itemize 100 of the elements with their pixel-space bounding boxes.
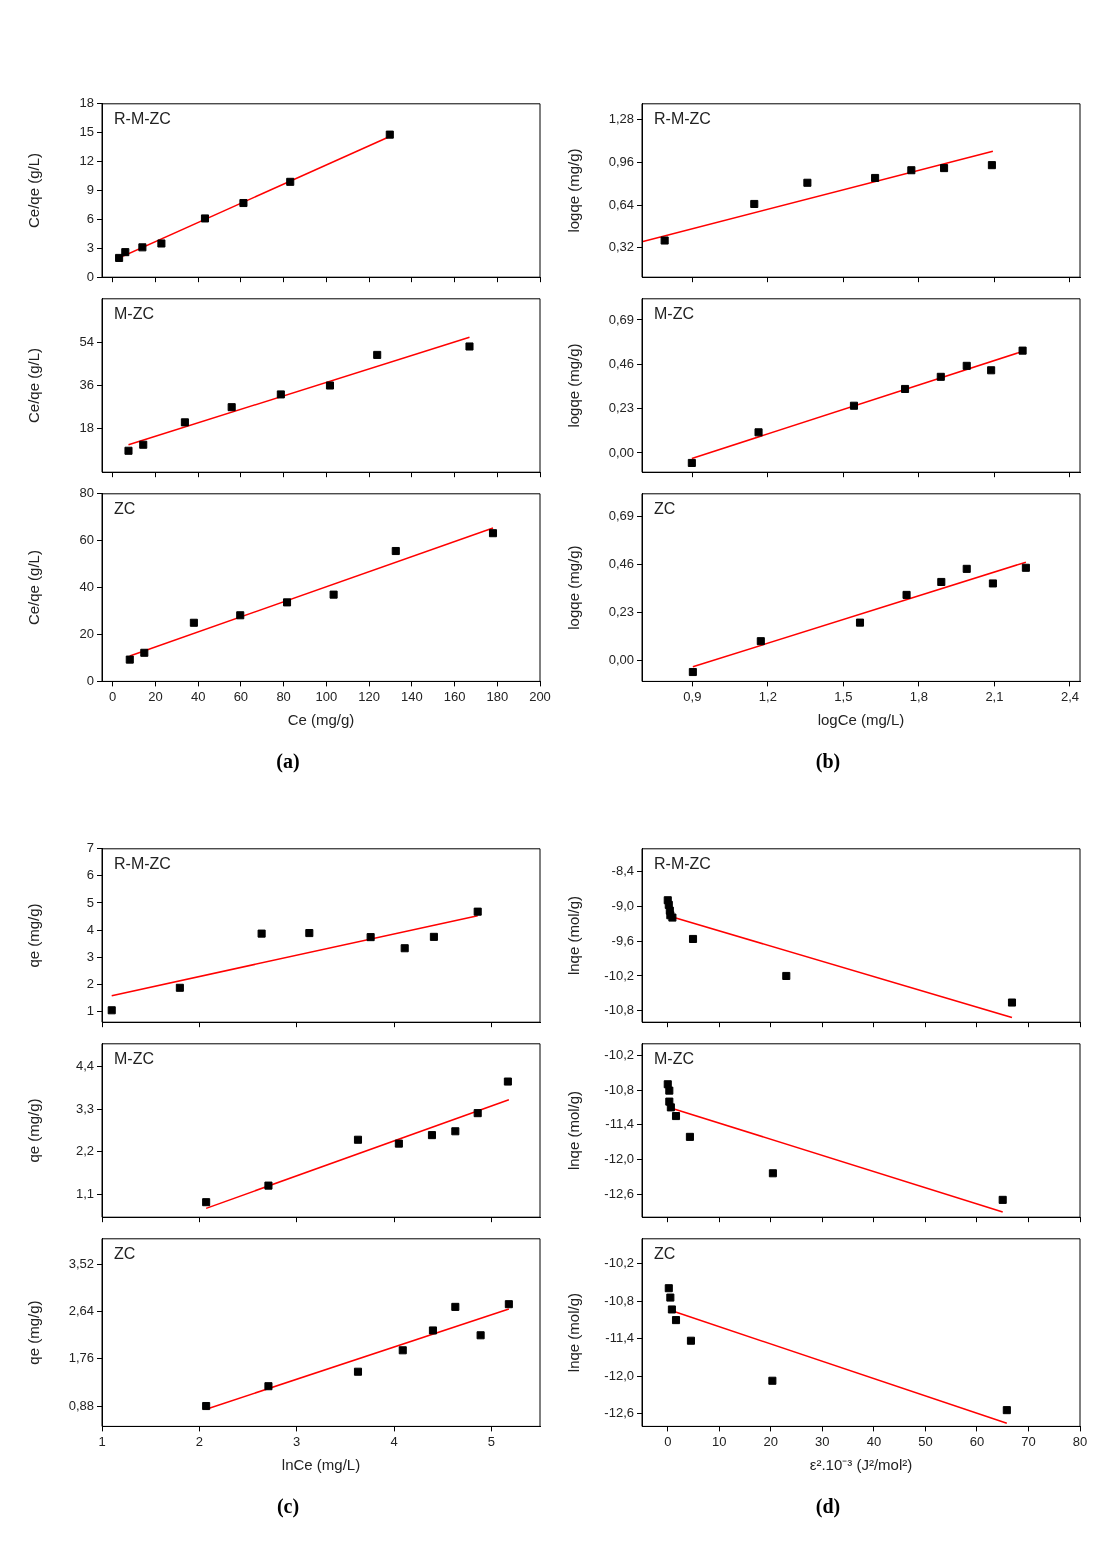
point [115, 253, 124, 262]
point [305, 929, 314, 938]
y-tick-label: 0,96 [608, 154, 634, 170]
point [400, 944, 409, 953]
point [987, 366, 996, 375]
point [685, 1132, 694, 1141]
point [782, 971, 791, 980]
point [901, 384, 910, 393]
y-tick-label: 12 [79, 153, 94, 169]
text: (d) [814, 1495, 842, 1518]
annotation: M-ZC [114, 1050, 154, 1068]
x-tick-label: 40 [190, 688, 206, 704]
point [666, 1293, 675, 1302]
y-axis-title: Ce/qe (g/L) [25, 550, 43, 626]
point [1002, 1406, 1011, 1415]
point [282, 598, 292, 607]
point [429, 932, 438, 941]
point [998, 1195, 1007, 1204]
point [239, 198, 248, 208]
x-tick-label: 180 [486, 688, 509, 704]
point [394, 1139, 403, 1148]
y-tick-label: -11,4 [605, 1116, 634, 1132]
y-tick-label: 3,3 [75, 1100, 94, 1116]
annotation: R-M-ZC [654, 855, 711, 873]
point [157, 239, 166, 248]
point [476, 1331, 485, 1340]
y-tick-label: 18 [79, 95, 94, 111]
point [202, 1402, 211, 1411]
point [202, 1198, 211, 1207]
point [353, 1135, 363, 1144]
y-tick-label: 0,64 [608, 196, 634, 212]
x-tick-label: 60 [233, 688, 249, 704]
x-tick-label: 60 [969, 1433, 985, 1449]
y-tick-label: -12,6 [604, 1185, 634, 1201]
y-tick-label: -9,6 [611, 932, 634, 948]
annotation: M-ZC [654, 305, 694, 323]
y-tick-label: 2,64 [68, 1303, 94, 1319]
y-tick-label: 18 [79, 420, 94, 436]
y-axis-title: Ce/qe (g/L) [25, 152, 43, 229]
point [667, 1305, 676, 1314]
y-tick-label: 3,52 [68, 1256, 94, 1272]
point [451, 1127, 460, 1136]
point [473, 1109, 482, 1118]
x-tick-label: 1,2 [758, 688, 777, 704]
point [180, 418, 189, 427]
x-axis-title: logCe (mg/L) [817, 711, 905, 729]
x-tick-label: 140 [400, 688, 423, 704]
y-axis-title: lnqe (mol/g) [565, 895, 583, 976]
point [236, 611, 245, 620]
y-tick-label: -10,8 [604, 1081, 634, 1097]
y-axis-title: lnqe (mol/g) [565, 1293, 583, 1373]
y-tick-label: 0,23 [608, 400, 634, 416]
point [373, 350, 382, 359]
y-axis-title: logqe (mg/g) [565, 148, 583, 233]
point [286, 177, 295, 186]
x-axis-title: lnCe (mg/L) [281, 1456, 361, 1474]
y-tick-label: 0 [86, 672, 94, 688]
y-tick-label: 0,46 [608, 556, 634, 572]
y-tick-label: 5 [86, 894, 94, 910]
y-tick-label: 0,88 [68, 1397, 94, 1413]
x-tick-label: 10 [712, 1433, 727, 1449]
point [666, 1103, 675, 1112]
x-tick-label: 80 [276, 688, 291, 704]
point [329, 590, 338, 599]
point [987, 161, 996, 170]
point [428, 1326, 437, 1335]
y-tick-label: 80 [79, 485, 94, 501]
y-tick-label: 15 [79, 124, 94, 140]
point [1007, 998, 1017, 1007]
x-tick-label: 80 [1072, 1433, 1088, 1449]
point [962, 361, 971, 370]
x-tick-label: 40 [866, 1433, 882, 1449]
point [276, 390, 285, 399]
point [398, 1346, 407, 1355]
x-tick-label: 100 [315, 688, 338, 704]
point [124, 446, 133, 455]
y-tick-label: -10,2 [604, 1046, 634, 1062]
point [936, 372, 945, 381]
point [671, 1316, 681, 1325]
y-tick-label: 7 [86, 840, 94, 856]
point [227, 403, 236, 412]
point [849, 401, 858, 410]
point [855, 618, 865, 627]
point [871, 173, 880, 182]
x-axis-title: ε².10⁻³ (J²/mol²) [809, 1456, 913, 1474]
y-tick-label: 6 [86, 867, 94, 883]
y-tick-label: 1,76 [68, 1350, 94, 1366]
x-tick-label: 0,9 [683, 688, 702, 704]
y-tick-label: 1 [86, 1002, 94, 1018]
point [139, 440, 148, 449]
y-axis-title: logqe (mg/g) [565, 545, 583, 630]
point [768, 1169, 777, 1178]
y-tick-label: 40 [79, 579, 94, 595]
point [257, 929, 266, 938]
annotation: ZC [654, 500, 676, 518]
point [756, 637, 765, 646]
point [107, 1006, 116, 1015]
x-tick-label: 160 [443, 688, 466, 704]
annotation: M-ZC [654, 1050, 694, 1068]
y-tick-label: -12,0 [604, 1367, 634, 1383]
